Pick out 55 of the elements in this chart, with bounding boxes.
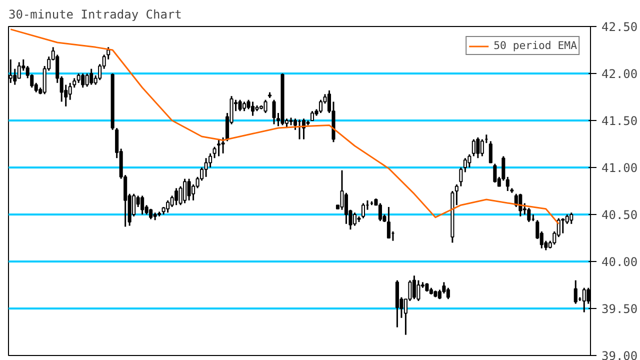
candlestick xyxy=(459,166,463,188)
candlestick xyxy=(352,212,356,227)
line-series xyxy=(10,28,560,225)
y-tick-label: 42.50 xyxy=(602,20,638,34)
y-tick-label: 40.50 xyxy=(602,208,638,222)
y-tick-label: 42.00 xyxy=(602,67,638,81)
candlestick xyxy=(293,118,298,131)
candlestick xyxy=(527,207,531,223)
candlestick xyxy=(480,138,484,157)
candlestick xyxy=(81,72,85,88)
candlestick xyxy=(76,72,80,84)
candlestick xyxy=(204,157,208,178)
candlestick xyxy=(238,99,242,112)
candlestick xyxy=(412,274,416,300)
candlestick xyxy=(565,214,569,225)
candlestick xyxy=(310,110,314,122)
candlestick xyxy=(187,178,191,202)
candlestick xyxy=(68,82,72,101)
candlestick xyxy=(250,100,255,117)
candlestick xyxy=(17,61,21,79)
candlestick xyxy=(463,157,467,173)
candlestick xyxy=(264,99,268,114)
chart-title: 30-minute Intraday Chart xyxy=(8,8,182,22)
candlestick xyxy=(344,192,348,225)
candlestick xyxy=(149,208,153,220)
candlestick xyxy=(90,68,94,86)
y-tick-label: 41.00 xyxy=(602,161,638,175)
candlestick xyxy=(582,287,586,314)
candlestick xyxy=(183,178,187,204)
candlestick xyxy=(85,72,89,88)
candlestick xyxy=(242,100,246,112)
candlestick xyxy=(493,162,497,184)
candlestick xyxy=(468,154,472,168)
candlestick xyxy=(472,138,476,157)
candlestick xyxy=(574,280,578,305)
y-tick-label: 39.50 xyxy=(602,302,638,316)
candlestick xyxy=(174,187,178,206)
candlestick xyxy=(446,287,450,300)
candlestick xyxy=(386,206,390,239)
candlestick xyxy=(217,138,221,157)
candlestick xyxy=(140,194,144,216)
candlestick xyxy=(361,202,365,220)
y-tick-label: 41.50 xyxy=(602,114,638,128)
y-tick-label: 39.00 xyxy=(602,349,638,360)
candlestick xyxy=(570,212,574,225)
candlestick xyxy=(272,99,276,126)
candlestick xyxy=(416,280,420,302)
legend-label: 50 period EMA xyxy=(494,39,577,52)
candlestick xyxy=(378,202,382,222)
y-tick-label: 40.00 xyxy=(602,255,638,269)
candlestick xyxy=(166,200,170,214)
candlestick xyxy=(488,140,492,164)
candlestick xyxy=(561,218,565,234)
candlestick xyxy=(506,176,510,192)
candlestick xyxy=(476,136,480,159)
